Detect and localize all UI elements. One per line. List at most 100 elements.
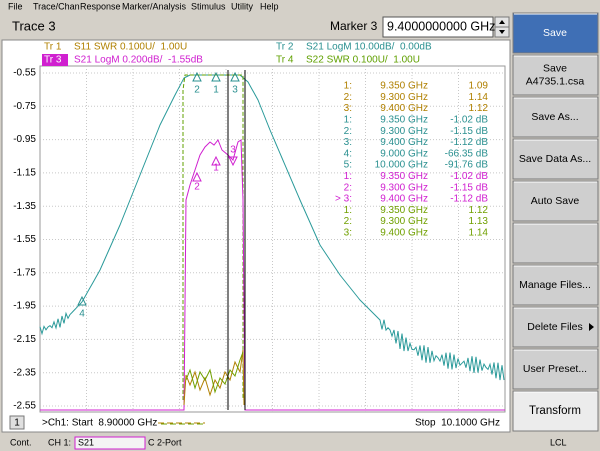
menu-item[interactable]: Marker/Analysis bbox=[122, 1, 187, 11]
softkey[interactable] bbox=[512, 306, 599, 348]
marker-tag: 3 bbox=[232, 85, 238, 96]
readout-value: 1.12 bbox=[469, 205, 489, 216]
trace-desc: S21 LogM 0.200dB/ -1.55dB bbox=[74, 55, 203, 66]
softkey-label: Auto Save bbox=[531, 195, 580, 207]
spin-arrows bbox=[499, 20, 505, 34]
readout-freq: 9.300 GHz bbox=[380, 182, 428, 193]
grid bbox=[40, 66, 505, 412]
softkey[interactable] bbox=[512, 390, 599, 432]
active-trace-box bbox=[42, 54, 68, 66]
menu-item[interactable]: Utility bbox=[231, 1, 253, 11]
menu-item[interactable]: Help bbox=[260, 1, 279, 11]
marker-input[interactable] bbox=[382, 16, 494, 38]
marker-label: Marker 3 bbox=[330, 19, 378, 33]
trace-id[interactable]: Tr 2 bbox=[276, 42, 294, 53]
trace-id[interactable]: Tr 4 bbox=[276, 55, 294, 66]
readout-freq: 9.350 GHz bbox=[380, 205, 428, 216]
readout-id: 1: bbox=[344, 171, 352, 182]
readout-freq: 9.350 GHz bbox=[380, 171, 428, 182]
readout-freq: 9.300 GHz bbox=[380, 126, 428, 137]
overlay: Tr 1 S11 SWR 0.100U/ 1.00U Tr 3 S21 LogM 0.… bbox=[42, 42, 488, 320]
marker-tag: 3 bbox=[230, 145, 236, 156]
readout-freq: 9.350 GHz bbox=[380, 81, 428, 92]
softkey-label: Delete Files bbox=[527, 321, 582, 333]
readout-id: 1: bbox=[344, 81, 352, 92]
menu-item[interactable]: Stimulus bbox=[191, 1, 226, 11]
readout-id: 3: bbox=[344, 228, 352, 239]
readout-value: 1.14 bbox=[469, 92, 489, 103]
readout-value: -1.02 dB bbox=[450, 115, 488, 126]
start-freq: >Ch1: Start 8.90000 GHz bbox=[42, 418, 157, 429]
status-bar bbox=[0, 435, 600, 451]
readout-id: 1: bbox=[344, 115, 352, 126]
trace-desc: S11 SWR 0.100U/ 1.00U bbox=[74, 42, 187, 53]
readout-id: 4: bbox=[344, 148, 352, 159]
readout-id: 1: bbox=[344, 205, 352, 216]
marker-triangle bbox=[192, 71, 202, 82]
softkey-label: Save bbox=[543, 62, 567, 74]
readout-freq: 9.300 GHz bbox=[380, 92, 428, 103]
readout-value: 1.12 bbox=[469, 103, 489, 114]
softkey[interactable] bbox=[512, 138, 599, 180]
readout-value: -1.02 dB bbox=[450, 171, 488, 182]
trace-s11 bbox=[183, 349, 245, 406]
softkey[interactable] bbox=[512, 348, 599, 390]
status-cal: C 2-Port bbox=[148, 437, 182, 447]
marker-triangle bbox=[211, 71, 221, 82]
status-ref: LCL bbox=[550, 437, 567, 447]
trace-s21-fine bbox=[40, 139, 505, 411]
readout-freq: 9.400 GHz bbox=[380, 103, 428, 114]
readout-freq: 9.400 GHz bbox=[380, 194, 428, 205]
softkey[interactable] bbox=[512, 96, 599, 138]
softkey[interactable] bbox=[512, 180, 599, 222]
stop-freq: Stop 10.1000 GHz bbox=[415, 418, 500, 429]
softkey-label: User Preset... bbox=[523, 363, 587, 375]
y-label: -2.35 bbox=[13, 367, 36, 378]
softkey[interactable] bbox=[512, 54, 599, 96]
trace-s22 bbox=[182, 74, 244, 400]
y-label: -1.75 bbox=[13, 267, 36, 278]
readout-value: 1.13 bbox=[469, 216, 489, 227]
readout-value: -91.76 dB bbox=[445, 160, 489, 171]
y-label: -0.95 bbox=[13, 134, 36, 145]
status-param-box bbox=[74, 436, 146, 450]
marker-triangle bbox=[230, 71, 240, 82]
readout-freq: 9.000 GHz bbox=[380, 148, 428, 159]
readout-value: 1.14 bbox=[469, 228, 489, 239]
readout-id: 3: bbox=[344, 137, 352, 148]
softkey-label: A4735.1.csa bbox=[526, 75, 585, 87]
readout-value: -1.15 dB bbox=[450, 182, 488, 193]
active-trace: Trace 3 bbox=[12, 18, 56, 33]
trace-id[interactable]: Tr 1 bbox=[44, 42, 62, 53]
marker-triangle bbox=[228, 156, 238, 167]
softkey-label: Save bbox=[543, 27, 567, 39]
trace-id[interactable]: Tr 3 bbox=[44, 55, 62, 66]
y-label: -1.35 bbox=[13, 201, 36, 212]
softkey[interactable] bbox=[512, 12, 599, 54]
trace-s22-band bbox=[185, 351, 244, 394]
readout-freq: 9.350 GHz bbox=[380, 115, 428, 126]
marker-tag: 4 bbox=[79, 309, 85, 320]
softkey[interactable] bbox=[512, 222, 599, 264]
marker-value: 9.4000000000 GHz bbox=[387, 19, 495, 33]
readout-value: -1.12 dB bbox=[450, 137, 488, 148]
readout-id: 2: bbox=[344, 126, 352, 137]
status-channel: CH 1: bbox=[48, 437, 71, 447]
readout-value: 1.09 bbox=[469, 81, 489, 92]
channel-box bbox=[9, 415, 25, 430]
menu-bar bbox=[0, 0, 510, 14]
readout-id: 2: bbox=[344, 92, 352, 103]
status-param: S21 bbox=[78, 437, 94, 447]
softkey[interactable] bbox=[512, 264, 599, 306]
menu-item[interactable]: Response bbox=[80, 1, 121, 11]
readout-id: 3: bbox=[344, 103, 352, 114]
softkey-label: Save As... bbox=[531, 111, 578, 123]
readout-id: 2: bbox=[344, 182, 352, 193]
menu-item[interactable]: File bbox=[8, 1, 23, 11]
trace-desc: S22 SWR 0.100U/ 1.00U bbox=[306, 55, 420, 66]
readout-id: > 3: bbox=[335, 194, 352, 205]
y-label: -2.15 bbox=[13, 334, 36, 345]
marker-tag: 2 bbox=[194, 182, 200, 193]
y-label: -1.95 bbox=[13, 301, 36, 312]
menu-item[interactable]: Trace/Chan bbox=[33, 1, 80, 11]
